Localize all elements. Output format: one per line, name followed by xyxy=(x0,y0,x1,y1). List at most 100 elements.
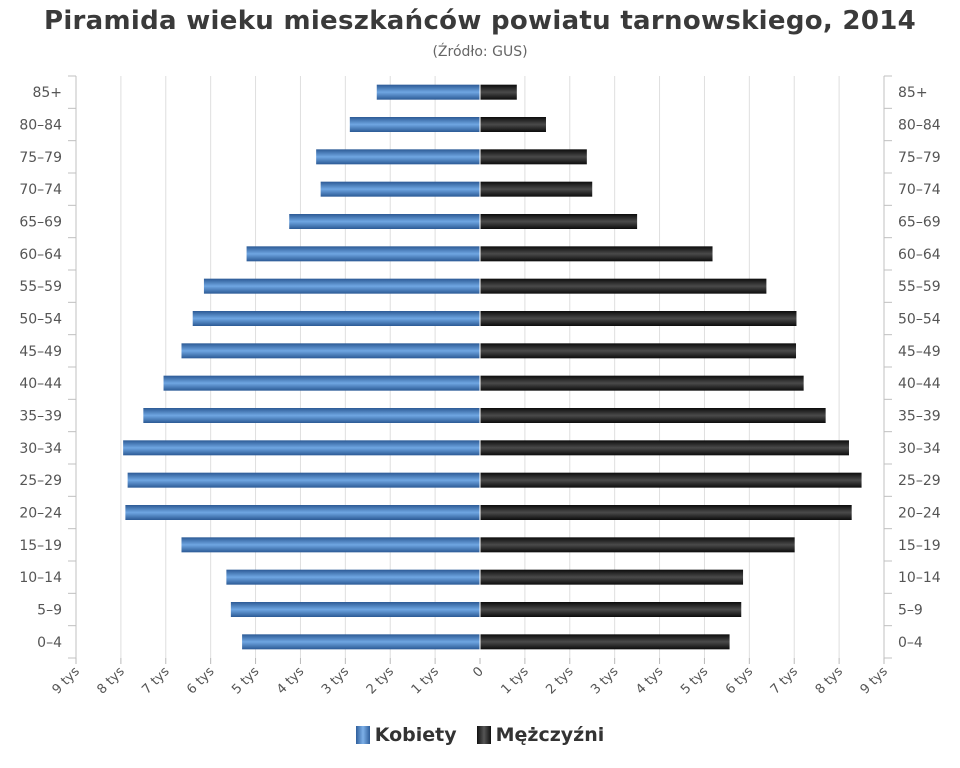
bar-mezczyzni[interactable] xyxy=(480,278,767,294)
bar-kobiety[interactable] xyxy=(320,181,480,197)
y-tick-label-left: 45–49 xyxy=(19,344,62,360)
bar-kobiety[interactable] xyxy=(181,537,480,553)
y-tick-label-left: 50–54 xyxy=(19,312,62,328)
bar-mezczyzni[interactable] xyxy=(480,214,638,229)
y-tick-label-left: 40–44 xyxy=(19,376,62,392)
bar-kobiety[interactable] xyxy=(143,408,481,423)
y-tick-label-left: 5–9 xyxy=(37,603,62,619)
x-tick-label: 4 tys xyxy=(274,664,307,697)
y-tick-label-right: 60–64 xyxy=(898,247,941,263)
y-tick-label-right: 65–69 xyxy=(898,215,941,231)
x-tick-label: 5 tys xyxy=(678,664,711,697)
bar-mezczyzni[interactable] xyxy=(480,375,804,391)
x-tick-label: 6 tys xyxy=(723,664,756,697)
y-tick-label-left: 0–4 xyxy=(37,635,62,651)
bar-mezczyzni[interactable] xyxy=(480,408,826,423)
bar-kobiety[interactable] xyxy=(349,117,480,132)
legend-swatch-kobiety xyxy=(355,726,370,744)
bar-kobiety[interactable] xyxy=(242,634,480,650)
bar-kobiety[interactable] xyxy=(376,84,480,100)
bar-mezczyzni[interactable] xyxy=(480,634,730,650)
legend-swatch-mezczyzni xyxy=(476,726,491,744)
y-tick-label-left: 75–79 xyxy=(19,150,62,166)
x-tick-label: 7 tys xyxy=(139,664,172,697)
y-tick-label-right: 55–59 xyxy=(898,279,941,295)
bar-mezczyzni[interactable] xyxy=(480,84,517,100)
bar-kobiety[interactable] xyxy=(181,343,480,359)
chart-subtitle: (Źródło: GUS) xyxy=(432,44,528,60)
y-tick-label-left: 70–74 xyxy=(19,182,62,198)
legend-item-mezczyzni[interactable]: Mężczyźni xyxy=(476,724,605,746)
y-tick-label-left: 20–24 xyxy=(19,506,62,522)
y-tick-label-right: 70–74 xyxy=(898,182,941,198)
bar-mezczyzni[interactable] xyxy=(480,343,797,359)
y-tick-label-left: 65–69 xyxy=(19,215,62,231)
bar-kobiety[interactable] xyxy=(230,602,480,617)
y-tick-label-left: 30–34 xyxy=(19,441,62,457)
bar-kobiety[interactable] xyxy=(226,569,480,585)
x-tick-label: 2 tys xyxy=(364,664,397,697)
y-tick-label-right: 85+ xyxy=(898,85,928,101)
x-tick-label: 1 tys xyxy=(499,664,532,697)
y-tick-label-left: 85+ xyxy=(32,85,62,101)
y-tick-label-right: 50–54 xyxy=(898,312,941,328)
legend-label-mezczyzni: Mężczyźni xyxy=(495,724,605,746)
bar-mezczyzni[interactable] xyxy=(480,569,744,585)
bar-kobiety[interactable] xyxy=(127,472,480,488)
y-tick-label-right: 40–44 xyxy=(898,376,941,392)
bar-mezczyzni[interactable] xyxy=(480,181,593,197)
y-tick-label-right: 20–24 xyxy=(898,506,941,522)
bar-kobiety[interactable] xyxy=(316,149,480,165)
bar-kobiety[interactable] xyxy=(246,246,480,262)
x-tick-label: 4 tys xyxy=(633,664,666,697)
x-tick-label: 8 tys xyxy=(95,664,128,697)
y-tick-label-right: 15–19 xyxy=(898,538,941,554)
bar-kobiety[interactable] xyxy=(123,440,480,456)
legend-item-kobiety[interactable]: Kobiety xyxy=(355,724,457,746)
x-tick-label: 6 tys xyxy=(184,664,217,697)
y-tick-label-right: 5–9 xyxy=(898,603,923,619)
x-tick-label: 2 tys xyxy=(543,664,576,697)
y-tick-label-left: 25–29 xyxy=(19,473,62,489)
y-tick-label-right: 35–39 xyxy=(898,409,941,425)
x-tick-label: 9 tys xyxy=(858,664,891,697)
x-tick-label: 9 tys xyxy=(50,664,83,697)
x-axis-labels: 9 tys 8 tys 7 tys 6 tys 5 tys 4 tys 3 tys 2 tys… xyxy=(50,664,891,697)
bar-mezczyzni[interactable] xyxy=(480,602,742,617)
y-tick-label-right: 10–14 xyxy=(898,570,941,586)
bar-mezczyzni[interactable] xyxy=(480,505,852,520)
bar-mezczyzni[interactable] xyxy=(480,149,587,165)
y-axis-labels: 85+ 85+ 80–84 80–84 75–79 75–79 70–74 70–74 65–6… xyxy=(19,85,940,651)
y-tick-label-right: 45–49 xyxy=(898,344,941,360)
bar-mezczyzni[interactable] xyxy=(480,440,849,456)
y-tick-label-left: 35–39 xyxy=(19,409,62,425)
x-tick-label: 1 tys xyxy=(409,664,442,697)
bar-mezczyzni[interactable] xyxy=(480,117,546,132)
bar-kobiety[interactable] xyxy=(192,311,480,326)
chart-title: Piramida wieku mieszkańców powiatu tarno… xyxy=(43,6,916,36)
x-tick-label: 5 tys xyxy=(229,664,262,697)
y-tick-label-right: 80–84 xyxy=(898,118,941,134)
y-tick-label-left: 80–84 xyxy=(19,118,62,134)
bar-mezczyzni[interactable] xyxy=(480,246,713,262)
y-tick-label-right: 30–34 xyxy=(898,441,941,457)
y-tick-label-right: 0–4 xyxy=(898,635,923,651)
x-tick-label: 3 tys xyxy=(319,664,352,697)
y-tick-label-left: 55–59 xyxy=(19,279,62,295)
bar-mezczyzni[interactable] xyxy=(480,311,797,326)
y-tick-label-left: 15–19 xyxy=(19,538,62,554)
y-tick-label-right: 25–29 xyxy=(898,473,941,489)
bars xyxy=(123,76,862,658)
bar-mezczyzni[interactable] xyxy=(480,537,795,553)
x-tick-label: 8 tys xyxy=(813,664,846,697)
bar-kobiety[interactable] xyxy=(289,214,480,229)
y-tick-label-left: 60–64 xyxy=(19,247,62,263)
bar-kobiety[interactable] xyxy=(163,375,481,391)
legend[interactable]: Kobiety Mężczyźni xyxy=(0,724,960,746)
bar-kobiety[interactable] xyxy=(203,278,480,294)
bar-mezczyzni[interactable] xyxy=(480,472,862,488)
bar-kobiety[interactable] xyxy=(125,505,480,520)
y-tick-label-left: 10–14 xyxy=(19,570,62,586)
x-tick-label: 7 tys xyxy=(768,664,801,697)
